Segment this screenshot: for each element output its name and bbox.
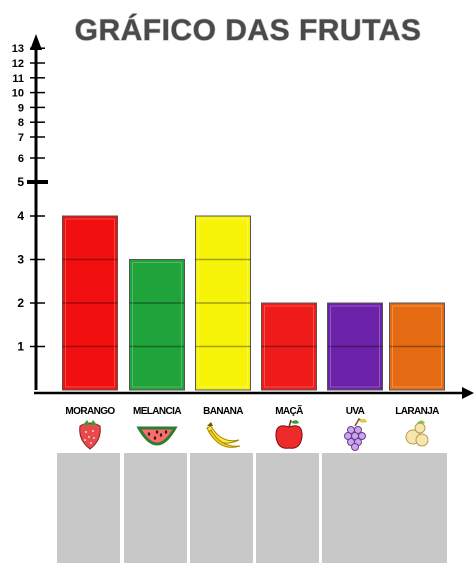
bar-rect-2 — [195, 215, 251, 391]
y-tick-label-5: 5 — [17, 175, 24, 189]
bar-rect-4 — [327, 302, 383, 391]
bar-2 — [195, 215, 251, 391]
bar-highlight — [65, 218, 115, 388]
watermelon-icon — [136, 426, 178, 446]
y-tick-label-9: 9 — [18, 102, 24, 114]
answer-box-3 — [256, 453, 319, 563]
bar-highlight — [264, 305, 314, 388]
category-label-4: UVA — [346, 406, 365, 417]
category-label-5: LARANJA — [395, 406, 439, 417]
bar-4 — [327, 302, 383, 391]
bars — [62, 215, 445, 391]
bar-rect-1 — [129, 259, 185, 391]
y-tick-label-8: 8 — [18, 117, 24, 129]
grape-icon — [344, 417, 367, 451]
category-label-1: MELANCIA — [133, 406, 181, 417]
bar-highlight — [132, 262, 182, 388]
y-tick-label-3: 3 — [17, 253, 24, 267]
y-tick-label-10: 10 — [12, 88, 24, 100]
bar-highlight — [392, 305, 442, 388]
strawberry-icon — [79, 420, 101, 450]
category-label-0: MORANGO — [65, 406, 115, 417]
bar-highlight — [198, 218, 248, 388]
answer-box-2 — [190, 453, 253, 563]
fruit-icons — [79, 417, 429, 451]
y-tick-label-2: 2 — [17, 296, 24, 310]
apple-icon — [275, 419, 303, 449]
answer-box-5 — [384, 453, 447, 563]
banana-icon — [206, 422, 241, 448]
category-label-3: MAÇÃ — [275, 404, 303, 417]
bar-rect-0 — [62, 215, 118, 391]
y-tick-label-4: 4 — [17, 209, 24, 223]
answer-box-1 — [124, 453, 187, 563]
bar-rect-3 — [261, 302, 317, 391]
chart-title: GRÁFICO DAS FRUTAS — [75, 13, 422, 47]
category-labels: MORANGO MELANCIA BANANA MAÇÃ UVA LARANJA — [65, 404, 439, 417]
answer-box-0 — [57, 453, 120, 563]
bar-5 — [389, 302, 445, 391]
category-label-2: BANANA — [203, 406, 243, 417]
bar-1 — [129, 259, 185, 391]
y-tick-label-12: 12 — [12, 58, 24, 70]
x-axis — [34, 387, 474, 399]
bar-highlight — [330, 305, 380, 388]
bar-3 — [261, 302, 317, 391]
y-tick-label-13: 13 — [12, 43, 24, 55]
y-tick-label-11: 11 — [12, 73, 24, 85]
y-axis-arrow — [30, 34, 42, 50]
answer-box-4 — [322, 453, 385, 563]
x-axis-arrow — [462, 387, 474, 399]
bar-rect-5 — [389, 302, 445, 391]
y-tick-label-1: 1 — [17, 340, 24, 354]
bar-0 — [62, 215, 118, 391]
y-tick-label-6: 6 — [18, 153, 24, 165]
y-tick-label-7: 7 — [18, 132, 24, 144]
orange-icon — [405, 420, 429, 447]
